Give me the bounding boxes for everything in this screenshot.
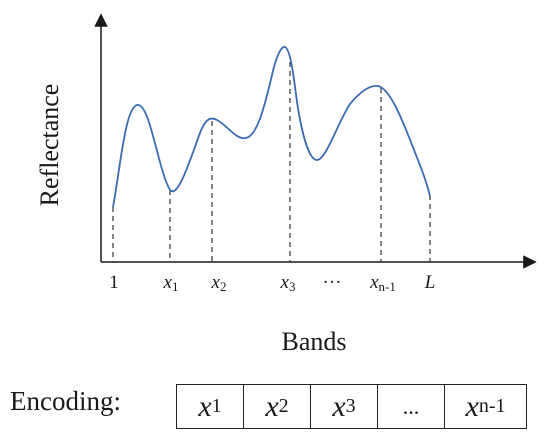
tick-label-x1: x1 — [163, 272, 179, 294]
tick-label-x3: x3 — [280, 272, 296, 294]
encoding-cell-ellipsis: ... — [378, 385, 445, 428]
tick-label-xn1: xn-1 — [370, 272, 396, 294]
tick-label-x2: x2 — [211, 272, 227, 294]
tick-label-L: L — [424, 272, 436, 293]
tick-label-1: 1 — [109, 272, 119, 293]
reflectance-curve — [112, 46, 431, 208]
y-axis-label: Reflectance — [35, 83, 64, 207]
encoding-label: Encoding: — [10, 386, 121, 416]
x-axis-label: Bands — [281, 327, 347, 356]
tick-label-ellipsis: ··· — [322, 272, 342, 293]
encoding-cell-xn1: x n-1 — [465, 389, 506, 423]
